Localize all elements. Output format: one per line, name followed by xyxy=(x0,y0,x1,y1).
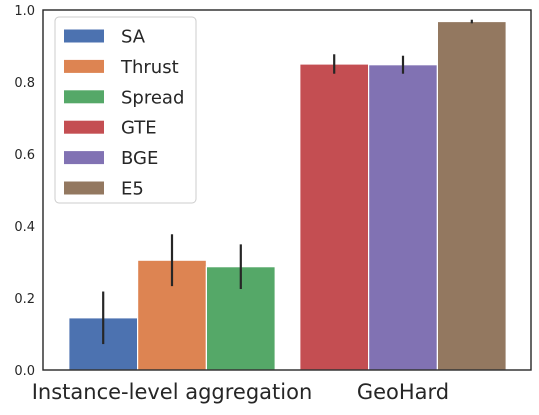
y-tick-label: 0.8 xyxy=(14,76,35,91)
legend-swatch-bge xyxy=(64,151,104,165)
error-bars-group xyxy=(102,19,473,345)
x-tick-label: Instance-level aggregation xyxy=(32,380,313,404)
y-tick-label: 1.0 xyxy=(14,4,35,19)
legend-label-thrust: Thrust xyxy=(120,57,179,78)
legend: SA Thrust Spread GTE BGE E5 xyxy=(54,16,197,204)
legend-label-gte: GTE xyxy=(121,118,157,139)
legend-swatch-sa xyxy=(64,29,104,43)
bar-bge-geohard xyxy=(368,64,439,371)
bars-group xyxy=(68,20,507,371)
y-tick-label: 0.0 xyxy=(14,364,35,379)
legend-swatch-thrust xyxy=(64,59,104,73)
bar-e5-geohard xyxy=(436,20,507,371)
y-axis-ticks: 0.0 0.2 0.4 0.6 0.8 1.0 xyxy=(14,4,35,379)
legend-swatch-gte xyxy=(64,120,104,134)
legend-label-spread: Spread xyxy=(121,87,184,108)
legend-label-sa: SA xyxy=(121,27,146,48)
plot-frame xyxy=(42,9,532,371)
legend-label-e5: E5 xyxy=(121,179,144,200)
y-tick-label: 0.6 xyxy=(14,148,35,163)
x-axis-ticks: Instance-level aggregation GeoHard xyxy=(32,380,449,404)
legend-label-bge: BGE xyxy=(121,148,158,169)
y-tick-label: 0.4 xyxy=(14,220,35,235)
y-tick-label: 0.2 xyxy=(14,292,35,307)
legend-swatch-e5 xyxy=(64,181,104,195)
legend-swatch-spread xyxy=(64,90,104,104)
x-tick-label: GeoHard xyxy=(357,380,449,404)
bar-gte-geohard xyxy=(299,63,370,371)
